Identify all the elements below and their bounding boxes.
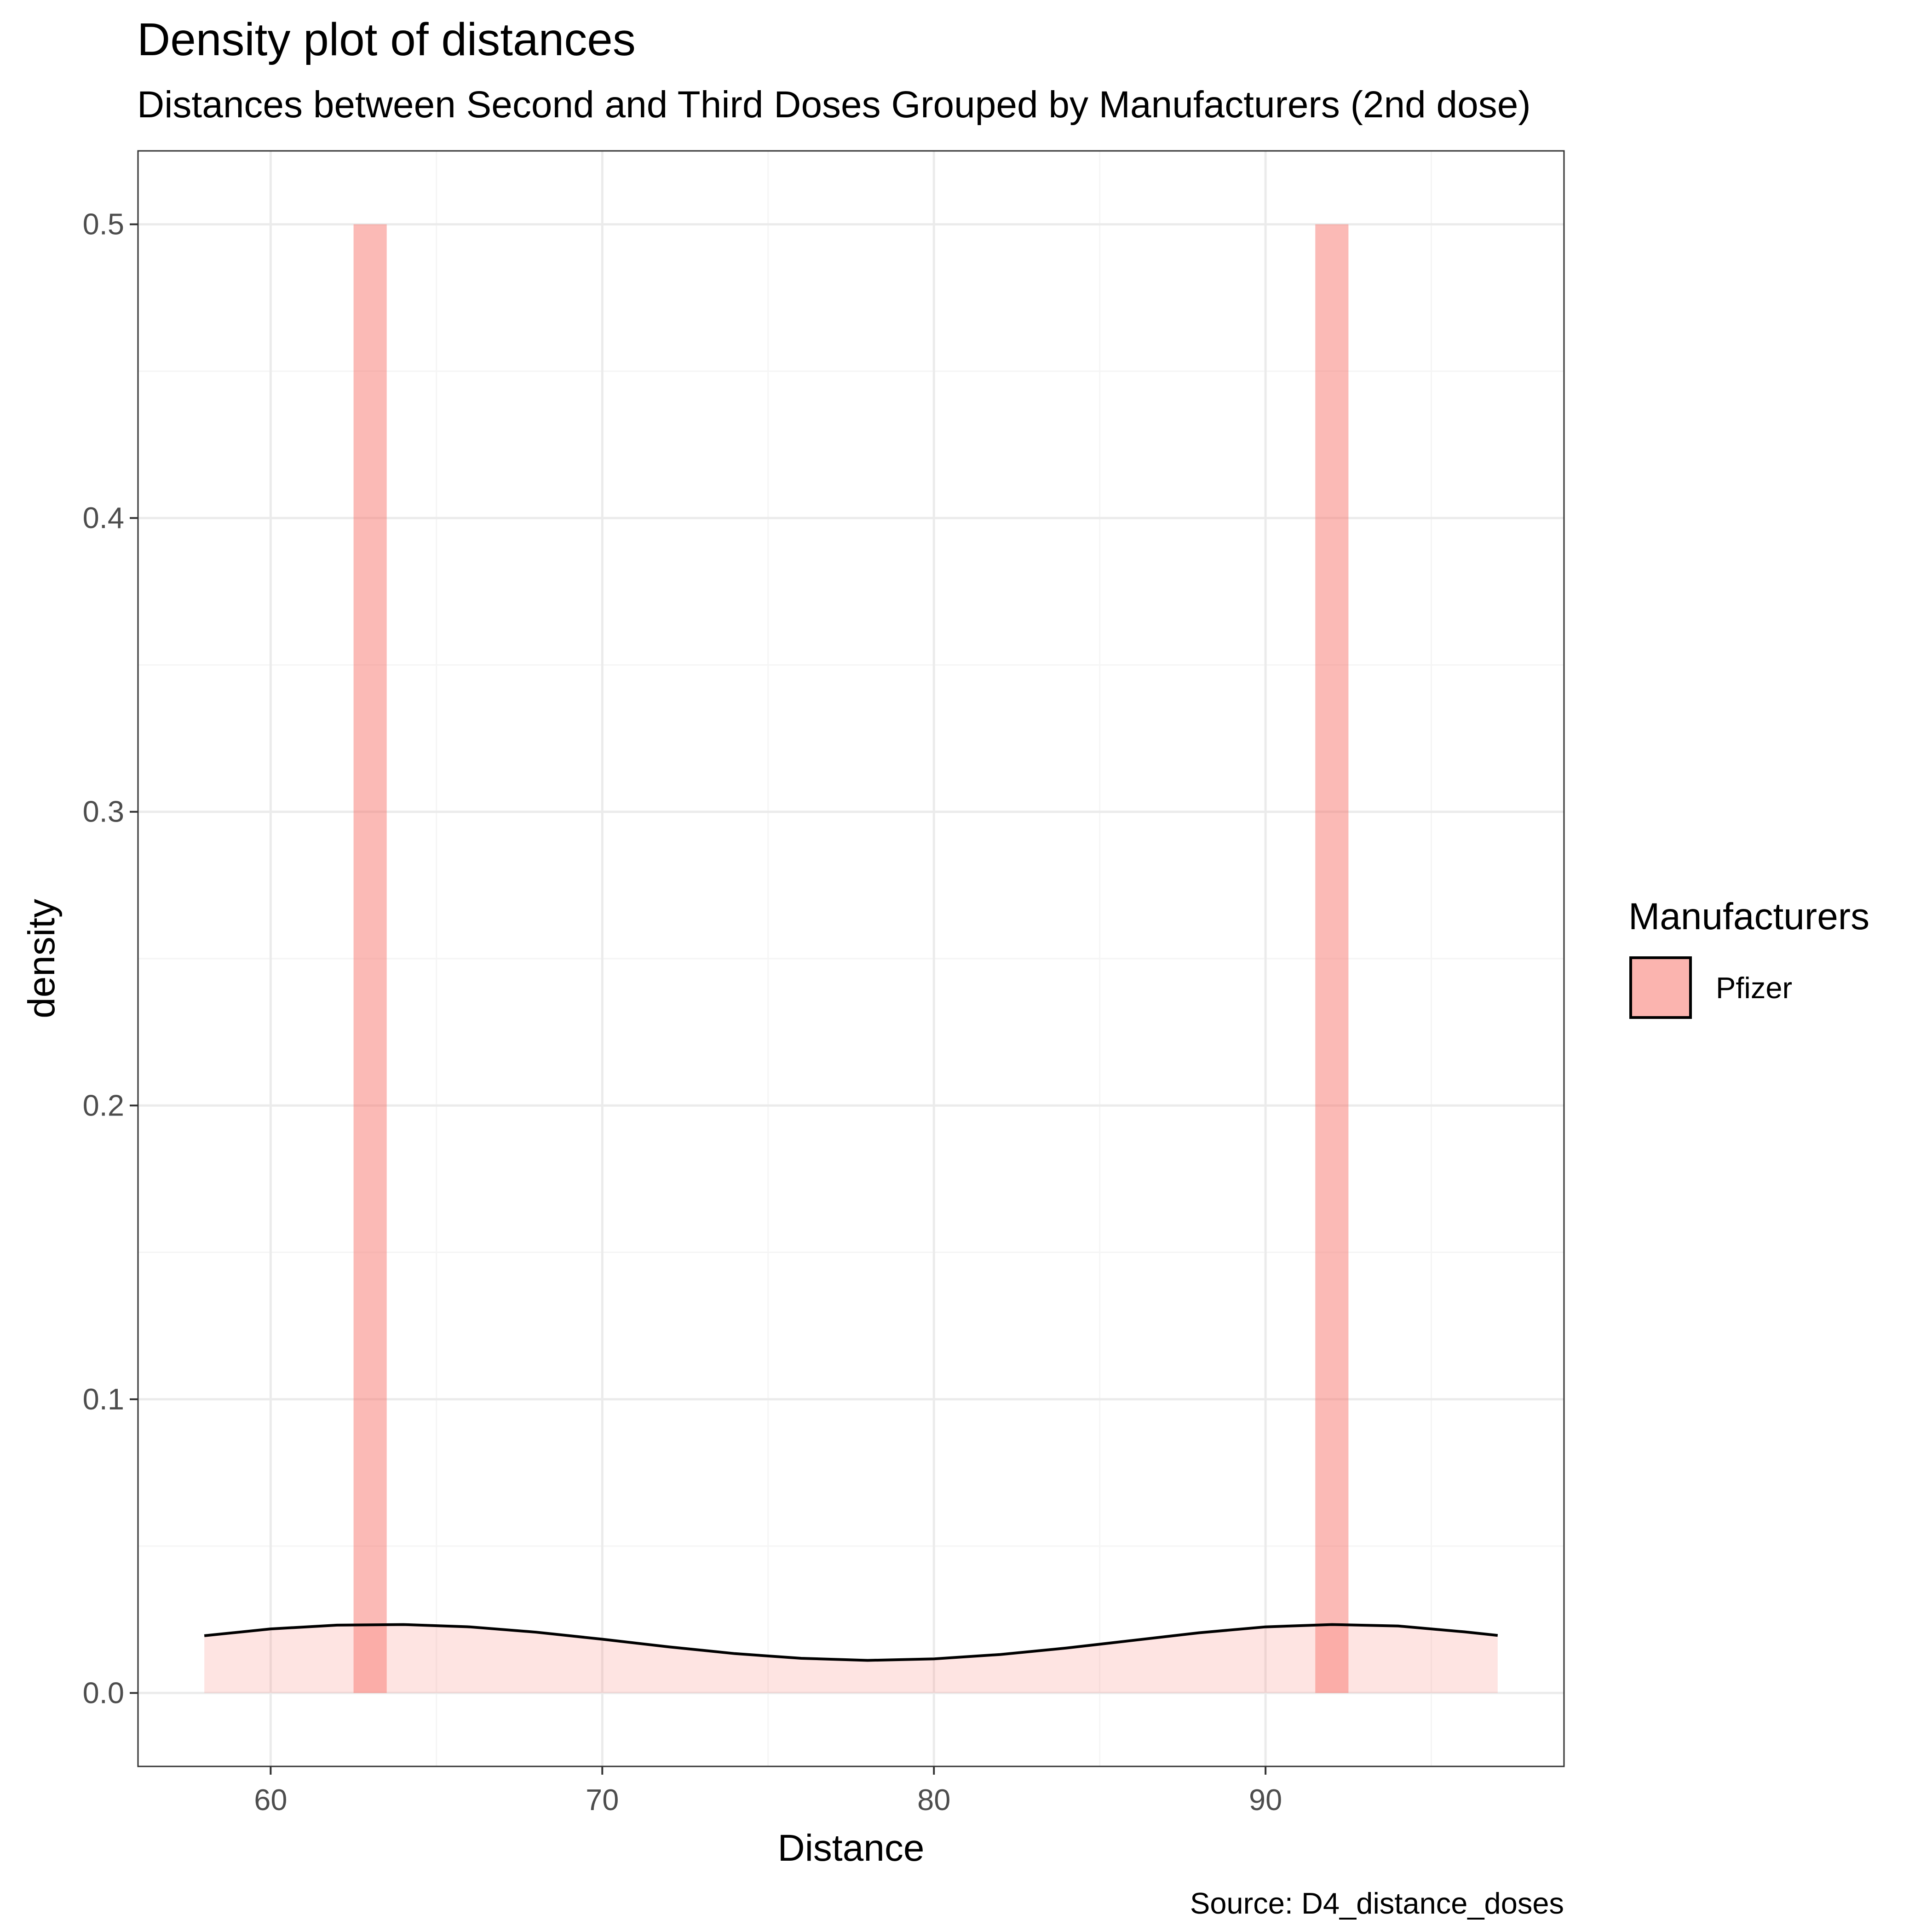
x-axis: 60 70 80 90: [254, 1766, 1282, 1817]
x-tick-label: 60: [254, 1783, 287, 1817]
plot-panel-border: [137, 150, 1565, 1767]
chart-caption: Source: D4_distance_doses: [1190, 1886, 1564, 1920]
histogram-bar: [353, 224, 387, 1693]
legend-key-pfizer: [1629, 956, 1692, 1019]
legend: Manufacturers Pfizer: [1628, 896, 1869, 1019]
legend-title: Manufacturers: [1628, 896, 1869, 937]
chart-subtitle: Distances between Second and Third Doses…: [137, 84, 1531, 126]
density-area: [204, 1624, 1498, 1693]
legend-label-pfizer: Pfizer: [1716, 971, 1792, 1005]
x-axis-title: Distance: [777, 1827, 924, 1869]
x-tick-label: 70: [586, 1783, 619, 1817]
y-tick-label: 0.3: [83, 795, 124, 828]
y-tick-label: 0.4: [83, 501, 124, 535]
chart-title: Density plot of distances: [137, 14, 636, 65]
y-tick-label: 0.1: [83, 1382, 124, 1416]
x-tick-label: 80: [917, 1783, 950, 1817]
y-axis-title: density: [21, 899, 63, 1018]
y-tick-label: 0.0: [83, 1676, 124, 1709]
y-tick-label: 0.2: [83, 1088, 124, 1122]
density-curve-layer: [204, 1623, 1498, 1662]
histogram-bars: [353, 224, 1349, 1693]
histogram-bar: [1315, 224, 1349, 1693]
density-curve: [204, 1623, 1498, 1662]
density-area-layer: [204, 1624, 1498, 1693]
y-tick-label: 0.5: [83, 207, 124, 241]
y-axis: 0.0 0.1 0.2 0.3 0.4 0.5: [83, 207, 138, 1709]
x-tick-label: 90: [1249, 1783, 1282, 1817]
